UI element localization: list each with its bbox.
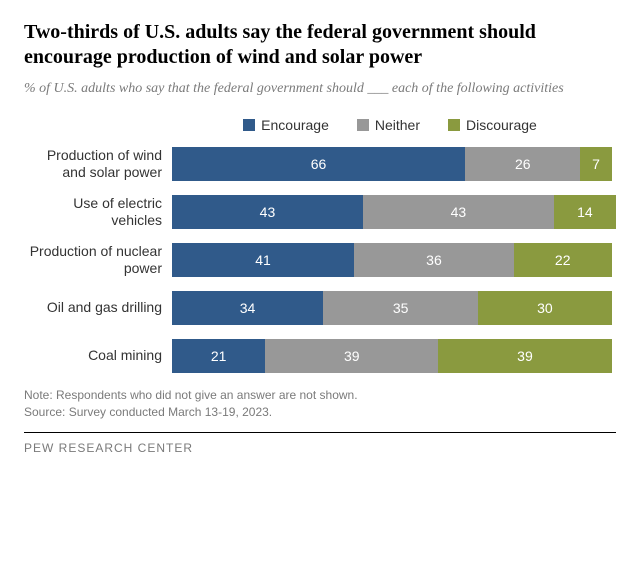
bar-segment: 34: [172, 291, 323, 325]
row-label: Coal mining: [24, 347, 172, 364]
chart-row: Production of nuclear power413622: [24, 243, 616, 277]
legend-item: Neither: [357, 117, 420, 133]
row-label: Production of nuclear power: [24, 243, 172, 277]
chart-row: Oil and gas drilling343530: [24, 291, 616, 325]
bar: 343530: [172, 291, 616, 325]
legend-item: Encourage: [243, 117, 329, 133]
bar-segment: 36: [354, 243, 514, 277]
footer-attribution: PEW RESEARCH CENTER: [24, 441, 616, 455]
footer-divider: [24, 432, 616, 433]
bar-segment: 43: [172, 195, 363, 229]
legend-swatch: [243, 119, 255, 131]
chart-title: Two-thirds of U.S. adults say the federa…: [24, 20, 616, 70]
chart-note: Note: Respondents who did not give an an…: [24, 387, 616, 421]
bar-segment: 41: [172, 243, 354, 277]
bar-segment: 35: [323, 291, 478, 325]
bar: 434314: [172, 195, 616, 229]
bar-segment: 26: [465, 147, 580, 181]
legend-label: Neither: [375, 117, 420, 133]
row-label: Production of wind and solar power: [24, 147, 172, 181]
legend-label: Discourage: [466, 117, 537, 133]
legend-swatch: [448, 119, 460, 131]
bar-segment: 21: [172, 339, 265, 373]
bar-segment: 30: [478, 291, 611, 325]
chart-row: Use of electric vehicles434314: [24, 195, 616, 229]
legend-item: Discourage: [448, 117, 537, 133]
bar-segment: 43: [363, 195, 554, 229]
bar-segment: 14: [554, 195, 616, 229]
chart-row: Coal mining213939: [24, 339, 616, 373]
row-label: Oil and gas drilling: [24, 299, 172, 316]
bar-segment: 7: [580, 147, 611, 181]
bar: 213939: [172, 339, 616, 373]
bar-segment: 39: [438, 339, 611, 373]
bar-segment: 22: [514, 243, 612, 277]
note-source: Source: Survey conducted March 13-19, 20…: [24, 404, 616, 421]
bar: 413622: [172, 243, 616, 277]
chart-row: Production of wind and solar power66267: [24, 147, 616, 181]
legend-swatch: [357, 119, 369, 131]
chart-subtitle: % of U.S. adults who say that the federa…: [24, 80, 616, 99]
legend: Encourage Neither Discourage: [164, 117, 616, 133]
bar-segment: 66: [172, 147, 465, 181]
note-line: Note: Respondents who did not give an an…: [24, 387, 616, 404]
stacked-bar-chart: Production of wind and solar power66267U…: [24, 147, 616, 373]
legend-label: Encourage: [261, 117, 329, 133]
bar-segment: 39: [265, 339, 438, 373]
row-label: Use of electric vehicles: [24, 195, 172, 229]
bar: 66267: [172, 147, 616, 181]
